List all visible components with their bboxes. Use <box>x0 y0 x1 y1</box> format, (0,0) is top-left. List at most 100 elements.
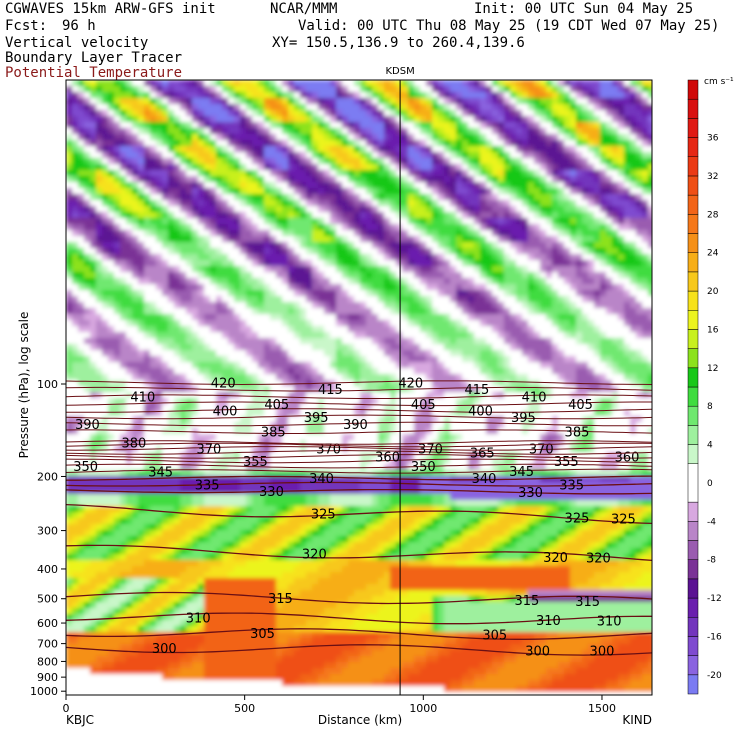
theta-line-360 <box>66 454 652 459</box>
theta-line-385 <box>66 429 652 434</box>
valid-time: Valid: 00 UTC Thu 08 May 25 (19 CDT Wed … <box>298 18 720 34</box>
theta-contour-405: 405 405 405 <box>66 398 652 413</box>
theta-contour-300: 300 300 300 <box>66 642 652 660</box>
y-tick-label: 1000 <box>30 685 58 698</box>
theta-label: 370 <box>316 442 341 457</box>
colorbar-tick-label: -12 <box>707 594 722 604</box>
theta-label: 405 <box>264 398 289 413</box>
colorbar-tick-label: 8 <box>707 402 713 412</box>
colorbar-swatch <box>687 559 699 580</box>
theta-label: 350 <box>73 460 98 475</box>
theta-contour-420: 420 420 <box>66 377 652 392</box>
theta-label: 395 <box>304 411 329 426</box>
colorbar-swatch <box>687 405 699 426</box>
theta-label: 330 <box>518 486 543 501</box>
theta-label: 370 <box>418 442 443 457</box>
theta-label: 325 <box>565 512 590 527</box>
theta-line-410 <box>66 394 652 399</box>
theta-label: 420 <box>211 377 236 392</box>
theta-contour-395: 395 395 <box>66 411 652 426</box>
colorbar-tick-label: 24 <box>707 249 719 259</box>
theta-label: 395 <box>511 411 536 426</box>
theta-contour-305: 305 305 <box>66 627 652 644</box>
theta-line-330 <box>66 488 652 495</box>
colorbar-tick-label: 12 <box>707 364 718 374</box>
colorbar-swatch <box>687 79 699 100</box>
theta-label: 405 <box>411 398 436 413</box>
theta-label: 365 <box>470 446 495 461</box>
theta-label: 400 <box>468 405 493 420</box>
colorbar-tick-label: -4 <box>707 517 716 527</box>
colorbar-swatch <box>687 636 699 656</box>
y-tick-label: 300 <box>37 525 58 538</box>
theta-label: 370 <box>197 442 222 457</box>
theta-label: 345 <box>509 465 534 480</box>
colorbar-swatch <box>687 252 699 273</box>
theta-label: 315 <box>268 592 293 607</box>
theta-label: 315 <box>515 594 540 609</box>
theta-contour-345: 345 345 <box>66 465 652 481</box>
colorbar-swatch <box>687 367 699 388</box>
theta-line-415 <box>66 386 652 392</box>
x-axis: 0 500 1000 1500 <box>63 695 616 715</box>
theta-line-335 <box>66 481 652 487</box>
colorbar-swatch <box>687 597 699 618</box>
theta-contour-370: 370 370 370 370 <box>66 442 652 457</box>
theta-label: 360 <box>375 450 400 465</box>
theta-line-420 <box>66 380 652 386</box>
colorbar-tick-label: 4 <box>707 441 713 451</box>
theta-label: 355 <box>243 455 268 470</box>
colorbar-swatch <box>687 290 699 311</box>
colorbar-tick-label: 16 <box>707 325 719 335</box>
theta-label: 415 <box>465 383 490 398</box>
theta-label: 385 <box>261 426 286 441</box>
theta-label: 320 <box>543 551 568 566</box>
theta-contour-385: 385 385 <box>66 426 652 441</box>
theta-line-375 <box>66 442 652 448</box>
field-potential-temperature: Potential Temperature <box>5 65 183 81</box>
theta-line-400 <box>66 408 652 413</box>
colorbar-swatch <box>687 175 699 196</box>
colorbar-swatch <box>687 655 699 676</box>
y-tick-label: 900 <box>37 671 58 684</box>
left-station-label: KBJC <box>66 713 94 727</box>
colorbar-swatch <box>687 386 699 407</box>
y-axis-title: Pressure (hPa), log scale <box>17 312 31 459</box>
field-vertical-velocity: Vertical velocity <box>5 35 149 51</box>
colorbar-swatch <box>687 578 699 599</box>
colorbar-swatch <box>687 310 699 330</box>
colorbar-swatch <box>687 98 699 119</box>
x-tick-label: 0 <box>63 702 70 715</box>
theta-contour-325: 325 325 325 <box>66 503 652 527</box>
colorbar-swatch <box>687 329 699 349</box>
theta-contour-350: 350 350 <box>66 460 652 475</box>
theta-label: 335 <box>559 478 584 493</box>
colorbar-swatch <box>687 233 699 253</box>
theta-label: 390 <box>343 418 368 433</box>
theta-contour-380: 380 <box>66 436 652 451</box>
model-title: CGWAVES 15km ARW-GFS init <box>5 1 216 17</box>
theta-label: 340 <box>472 472 497 487</box>
theta-line-315 <box>66 591 652 605</box>
organization-label: NCAR/MMM <box>270 1 338 17</box>
theta-label: 340 <box>309 472 334 487</box>
theta-line-340 <box>66 475 652 481</box>
vertical-velocity-field <box>66 80 652 695</box>
colorbar-unit: cm s⁻¹ <box>704 77 734 87</box>
theta-label: 330 <box>259 485 284 500</box>
theta-label: 385 <box>565 426 590 441</box>
theta-line-320 <box>66 544 652 562</box>
theta-line-405 <box>66 401 652 407</box>
colorbar-swatch <box>687 444 699 464</box>
theta-label: 350 <box>411 460 436 475</box>
x-axis-title: Distance (km) <box>318 713 402 727</box>
colorbar-swatch <box>687 674 699 695</box>
theta-contour-360: 360 360 <box>66 450 652 465</box>
colorbar-swatch <box>687 521 699 541</box>
colorbar-swatch <box>687 425 699 445</box>
theta-contour-310: 310 310 310 <box>66 611 652 629</box>
theta-contour-330: 330 330 <box>66 485 652 501</box>
